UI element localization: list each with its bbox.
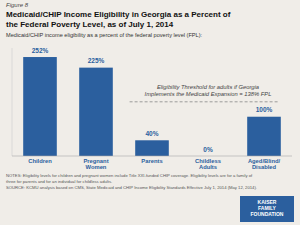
bars <box>23 57 281 156</box>
logo-box <box>240 196 294 222</box>
bar <box>247 117 281 156</box>
title: Medicaid/CHIP Income Eligibility in Geor… <box>6 10 231 29</box>
data-label: 225% <box>88 57 105 64</box>
x-tick-label: Parents <box>141 158 162 164</box>
background <box>0 0 300 225</box>
data-label: 100% <box>256 106 273 113</box>
subtitle: Medicaid/CHIP income eligibility as a pe… <box>6 32 203 38</box>
x-tick-label: ChildlessAdults <box>195 158 221 170</box>
threshold-line <box>130 101 278 102</box>
data-label: 252% <box>32 47 49 54</box>
note: three for parents and for an individual … <box>6 179 112 184</box>
threshold-label: Eligibility Threshold for adults if Geor… <box>145 84 272 97</box>
bar <box>23 57 57 156</box>
note: NOTES: Eligibility levels for children a… <box>6 173 253 178</box>
bar <box>79 68 113 156</box>
figure-label: Figure 8 <box>6 2 29 8</box>
y-axis-line <box>12 48 13 156</box>
bar <box>135 140 169 156</box>
x-tick-label: Aged/Blind/Disabled <box>248 158 281 170</box>
x-tick-label: Children <box>28 158 52 164</box>
x-axis-line <box>12 156 292 157</box>
chart: Figure 8 Medicaid/CHIP Income Eligibility… <box>0 0 300 225</box>
data-label: 40% <box>145 130 158 137</box>
note: SOURCE: KCMU analysis based on CMS, Stat… <box>6 185 257 190</box>
logo-text: KAISERFAMILYFOUNDATION <box>251 199 284 217</box>
x-tick-label: PregnantWomen <box>83 158 108 170</box>
data-label: 0% <box>203 145 213 152</box>
